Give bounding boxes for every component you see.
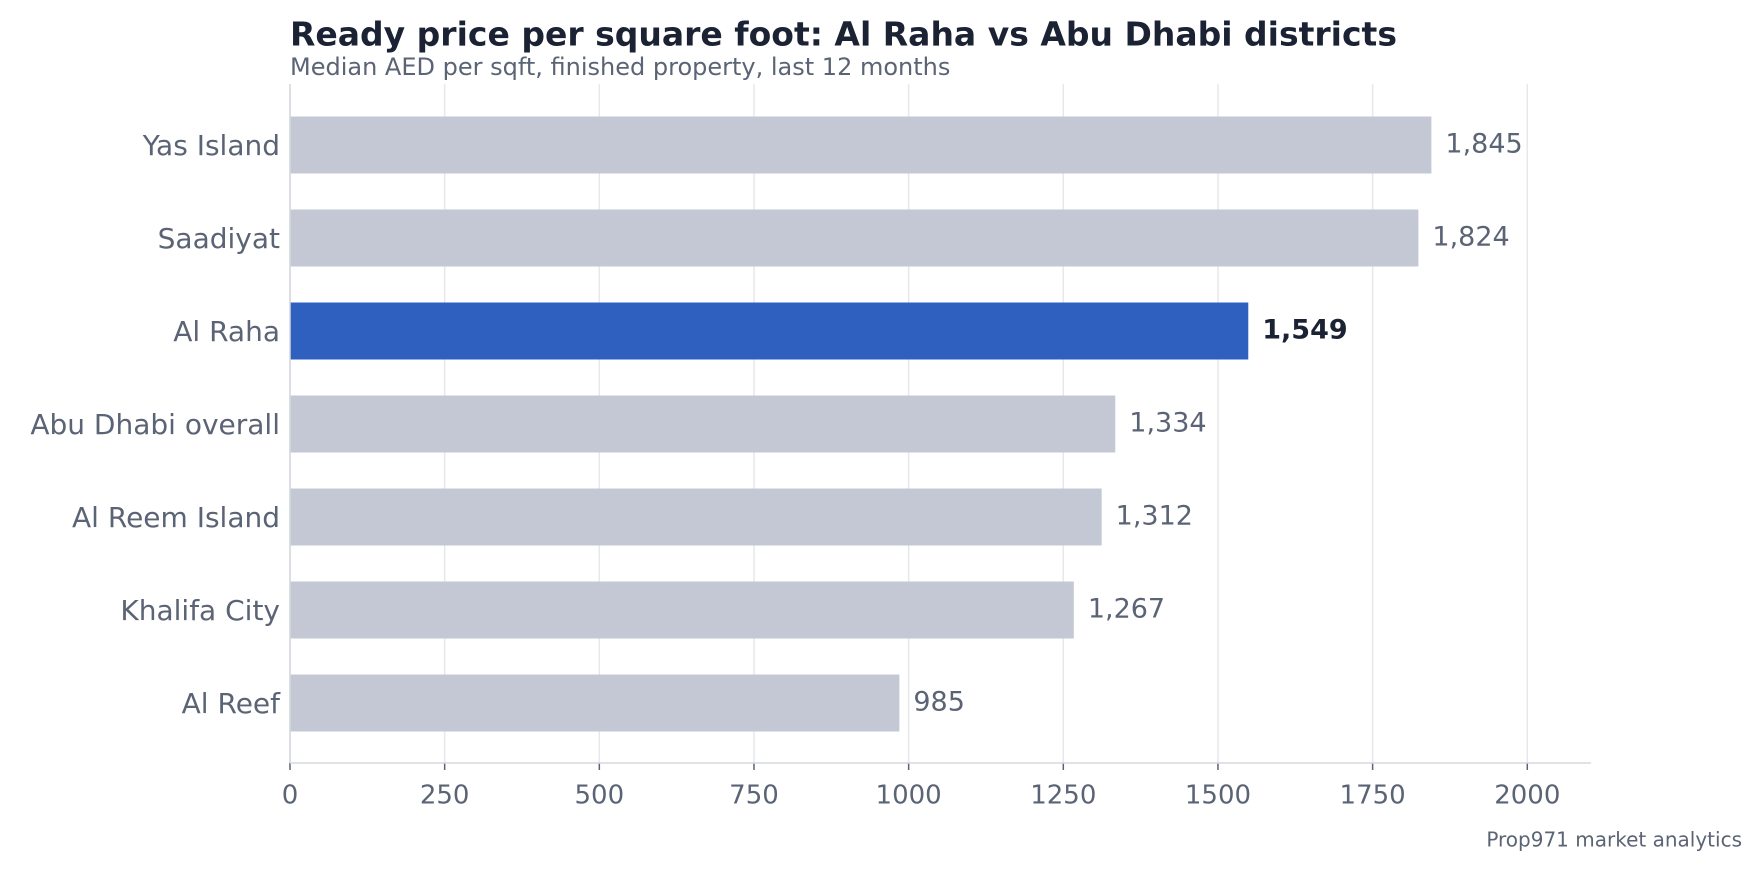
- x-tick-label: 750: [729, 781, 779, 811]
- bar: [290, 674, 900, 732]
- x-tick-label: 2000: [1494, 781, 1560, 811]
- chart-subtitle: Median AED per sqft, finished property, …: [290, 53, 950, 81]
- value-label: 1,549: [1262, 315, 1347, 346]
- value-label: 1,312: [1116, 501, 1193, 532]
- x-tick-label: 500: [574, 781, 624, 811]
- x-tick-label: 250: [420, 781, 470, 811]
- y-tick-label: Khalifa City: [120, 594, 280, 627]
- bar: [290, 395, 1116, 453]
- bar: [290, 488, 1102, 546]
- bar: [290, 302, 1249, 360]
- chart-title: Ready price per square foot: Al Raha vs …: [290, 15, 1397, 54]
- value-label: 1,824: [1432, 222, 1509, 253]
- y-tick-label: Saadiyat: [158, 222, 280, 255]
- value-label: 985: [913, 687, 965, 718]
- x-tick-label: 0: [282, 781, 299, 811]
- bar: [290, 116, 1432, 174]
- value-label: 1,845: [1445, 129, 1522, 160]
- y-tick-label: Al Reem Island: [72, 501, 280, 534]
- value-label: 1,267: [1088, 594, 1165, 625]
- y-tick-label: Al Raha: [173, 315, 280, 348]
- x-tick-label: 1750: [1340, 781, 1406, 811]
- y-tick-label: Abu Dhabi overall: [30, 408, 280, 441]
- x-tick-label: 1250: [1030, 781, 1096, 811]
- x-tick-label: 1500: [1185, 781, 1251, 811]
- bar: [290, 209, 1419, 267]
- y-tick-label: Yas Island: [142, 129, 280, 162]
- bar: [290, 581, 1074, 639]
- footer: Prop971 market analytics: [1486, 828, 1742, 852]
- value-label: 1,334: [1129, 408, 1206, 439]
- x-tick-label: 1000: [876, 781, 942, 811]
- y-tick-label: Al Reef: [182, 687, 281, 720]
